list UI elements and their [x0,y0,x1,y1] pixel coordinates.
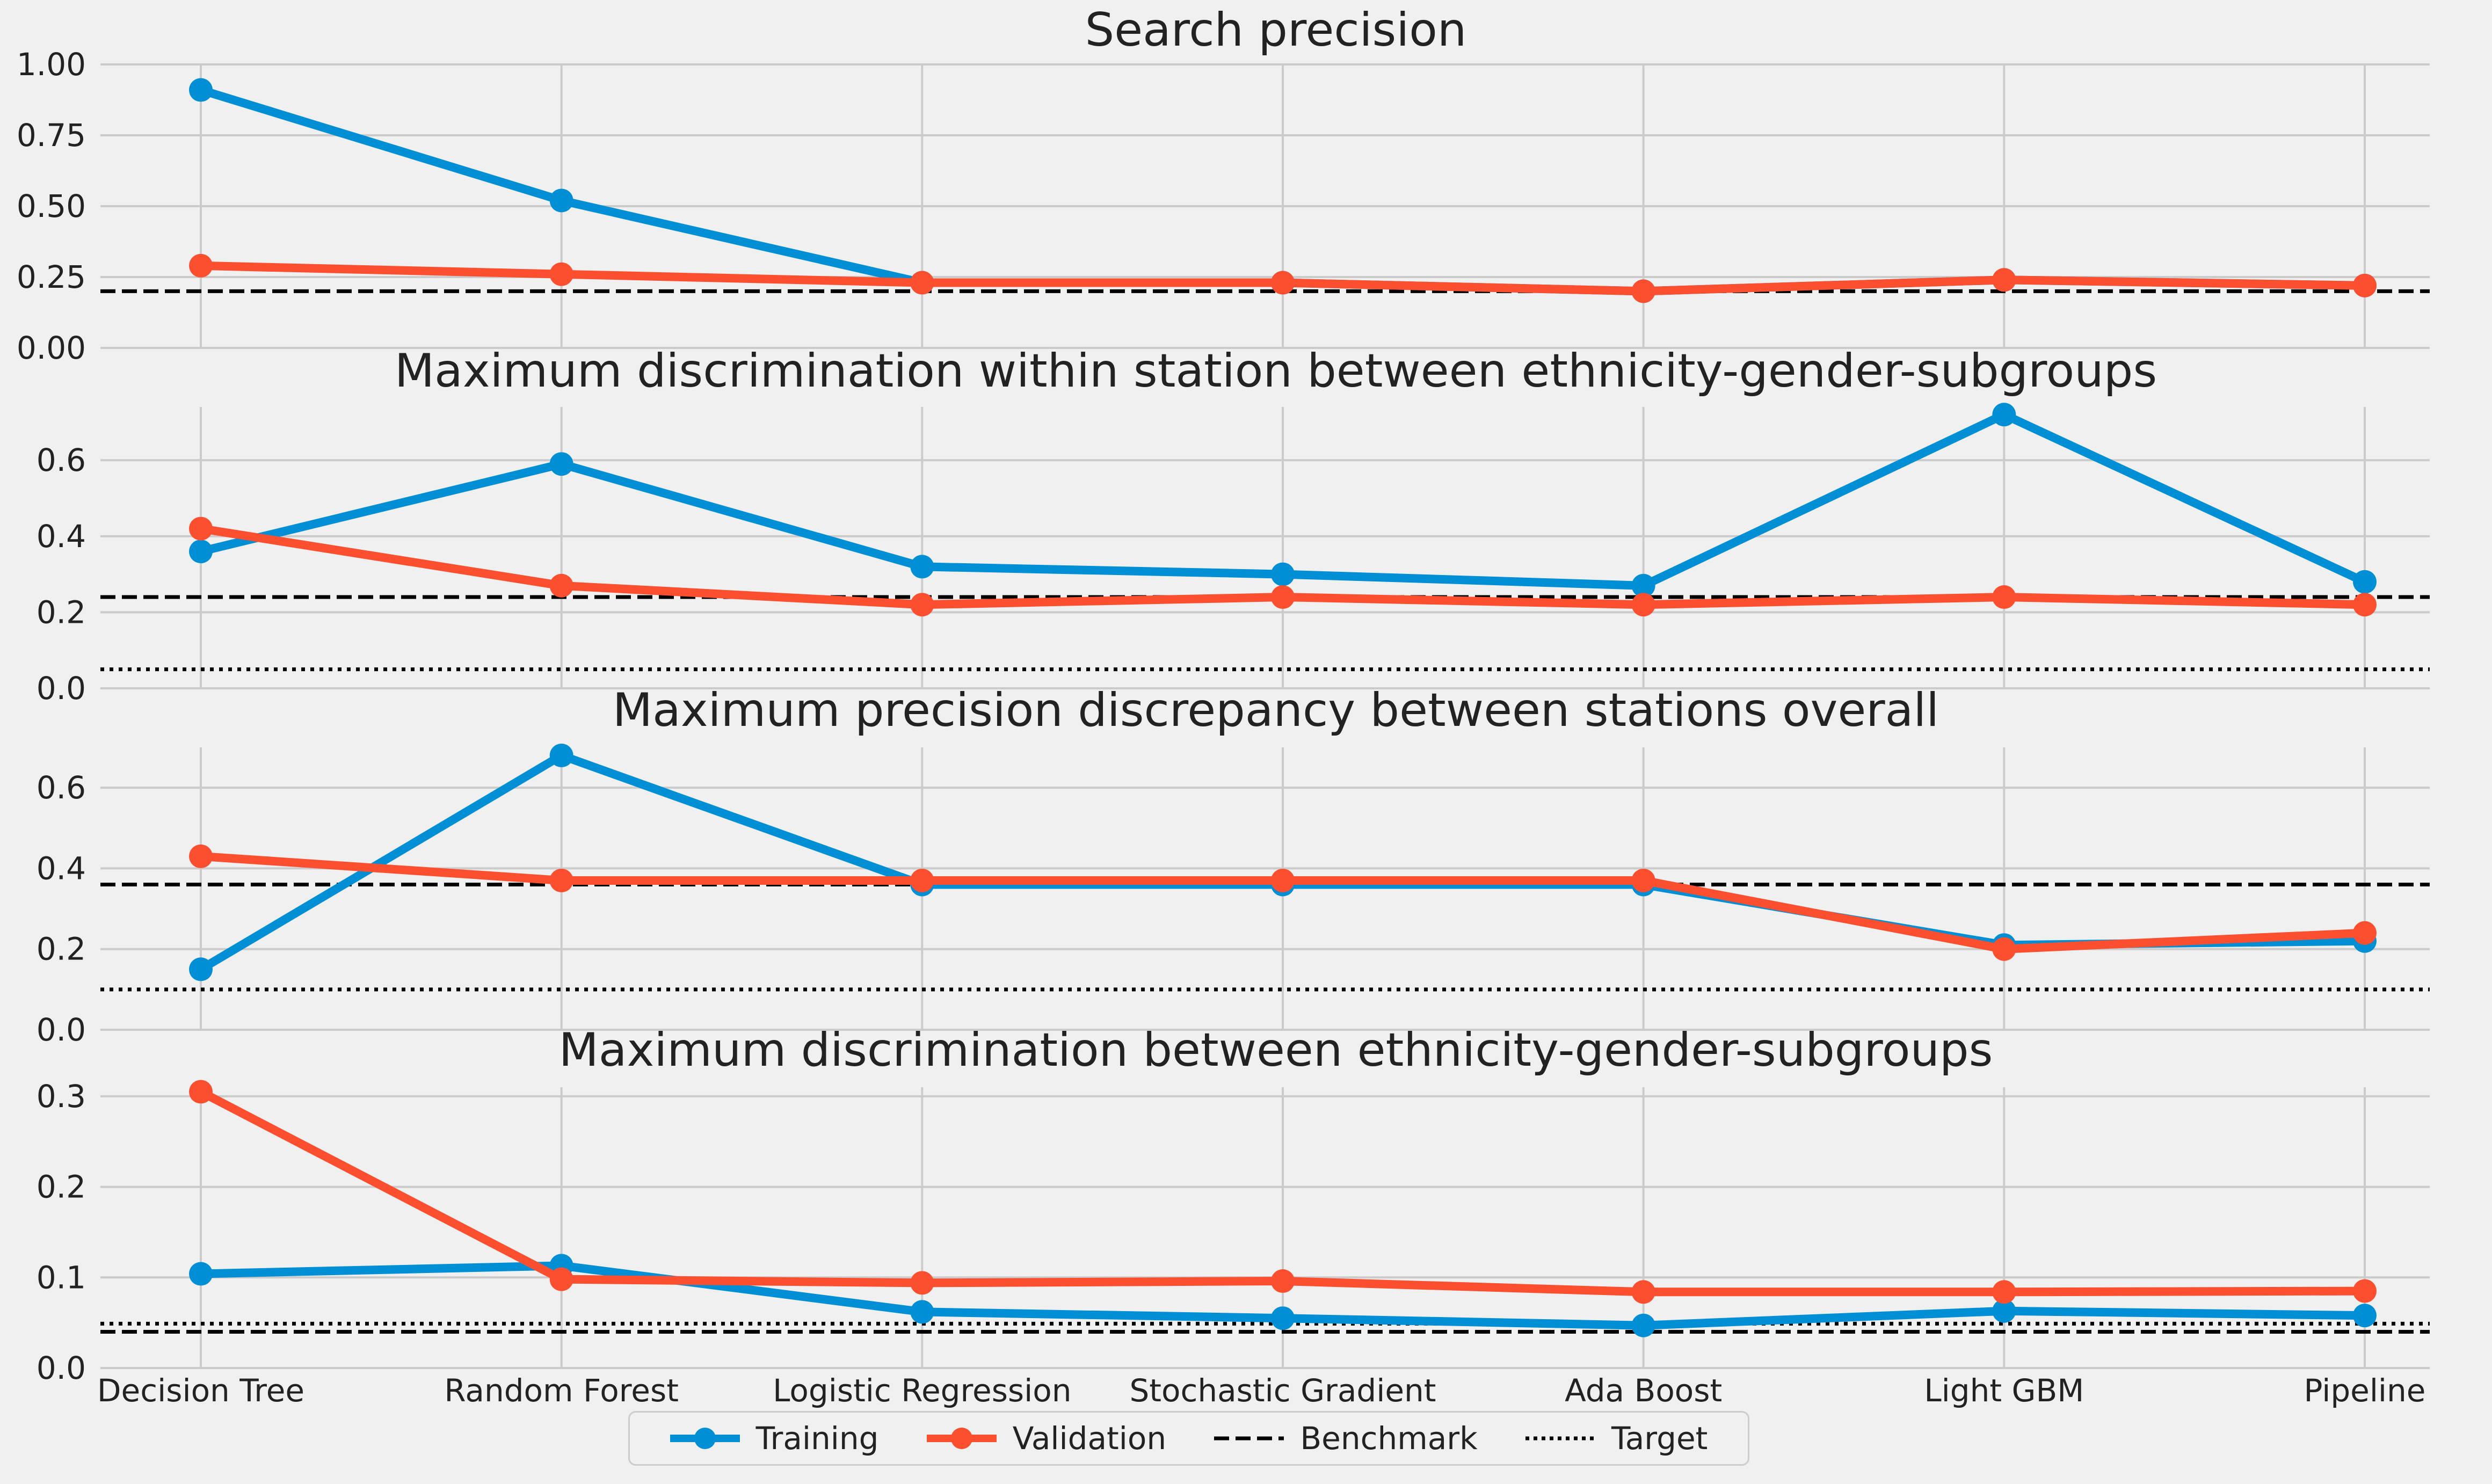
data-point-validation [549,262,573,286]
data-point-validation [189,517,213,541]
data-point-validation [910,868,934,892]
legend: Training Validation Benchmark Target [628,1411,1749,1466]
data-point-validation [549,573,573,598]
y-tick-label: 0.2 [37,931,86,967]
y-tick-label: 0.2 [37,594,86,630]
legend-swatch-validation [926,1428,997,1449]
data-point-training [189,78,213,102]
x-tick-label: Pipeline [2304,1372,2426,1409]
legend-label-validation: Validation [1012,1420,1167,1457]
data-point-training [1992,403,2016,427]
data-point-training [549,188,573,213]
data-point-training [1271,562,1295,586]
panel-title: Maximum precision discrepancy between st… [613,683,1939,737]
data-point-training [189,1262,213,1286]
data-point-validation [910,1271,934,1295]
y-tick-label: 0.2 [37,1169,86,1205]
data-point-training [910,1300,934,1324]
data-point-validation [1271,1269,1295,1293]
data-point-validation [2353,273,2377,297]
y-tick-label: 0.6 [37,442,86,478]
y-tick-label: 0.0 [37,1012,86,1048]
data-point-training [1631,573,1655,598]
y-tick-label: 0.25 [17,259,86,295]
data-point-validation [1271,271,1295,295]
data-point-validation [2353,921,2377,945]
legend-label-target: Target [1611,1420,1708,1457]
panel-3: Maximum precision discrepancy between st… [37,683,2430,1048]
y-tick-label: 0.00 [17,330,86,366]
panel-1: Search precision 0.00 0.25 0.50 0.75 1.00 [17,3,2430,366]
data-point-validation [1992,937,2016,961]
data-point-training [910,555,934,579]
legend-label-training: Training [755,1420,879,1457]
x-tick-label: Logistic Regression [773,1372,1071,1409]
data-point-training [549,744,573,768]
data-point-training [189,957,213,981]
data-point-training [1271,1306,1295,1330]
data-point-validation [1992,1280,2016,1304]
legend-item-target: Target [1525,1420,1708,1457]
x-tick-label: Light GBM [1924,1372,2084,1409]
legend-item-training: Training [670,1420,879,1457]
data-point-validation [189,253,213,278]
data-point-validation [189,1080,213,1104]
data-point-validation [1992,585,2016,609]
data-point-training [2353,570,2377,594]
y-tick-label: 0.4 [37,850,86,886]
panel-2: Maximum discrimination within station be… [37,344,2430,707]
data-point-validation [2353,593,2377,617]
y-tick-label: 0.0 [37,670,86,707]
panel-4: Maximum discrimination between ethnicity… [37,1023,2430,1409]
legend-swatch-benchmark [1214,1436,1284,1441]
legend-swatch-target [1525,1436,1595,1441]
x-tick-label: Stochastic Gradient [1129,1372,1436,1409]
data-point-training [2353,1304,2377,1328]
data-point-validation [1631,279,1655,303]
y-tick-label: 0.6 [37,769,86,806]
panel-title: Maximum discrimination within station be… [395,344,2157,398]
data-point-training [549,452,573,476]
y-tick-label: 0.4 [37,518,86,555]
data-point-validation [2353,1279,2377,1303]
legend-item-validation: Validation [926,1420,1167,1457]
data-point-validation [1631,593,1655,617]
y-tick-label: 0.1 [37,1259,86,1296]
data-point-validation [189,844,213,868]
legend-item-benchmark: Benchmark [1214,1420,1478,1457]
data-point-validation [1271,585,1295,609]
y-tick-label: 0.0 [37,1350,86,1386]
y-tick-label: 0.75 [17,117,86,154]
y-tick-label: 1.00 [17,46,86,83]
y-tick-label: 0.3 [37,1078,86,1115]
data-point-validation [910,271,934,295]
x-tick-label: Ada Boost [1565,1372,1722,1409]
x-tick-label: Random Forest [444,1372,679,1409]
panel-title: Maximum discrimination between ethnicity… [559,1023,1993,1077]
data-point-training [1992,1299,2016,1323]
data-point-validation [910,593,934,617]
data-point-validation [549,1267,573,1291]
data-point-training [1631,1313,1655,1337]
data-point-training [189,540,213,564]
legend-label-benchmark: Benchmark [1300,1420,1478,1457]
panel-title: Search precision [1085,3,1467,57]
data-point-validation [1992,268,2016,292]
data-point-validation [1271,868,1295,892]
data-point-validation [1631,868,1655,892]
data-point-validation [549,868,573,892]
y-tick-label: 0.50 [17,188,86,224]
data-point-validation [1631,1280,1655,1304]
legend-swatch-training [670,1428,740,1449]
x-tick-label: Decision Tree [97,1372,304,1409]
